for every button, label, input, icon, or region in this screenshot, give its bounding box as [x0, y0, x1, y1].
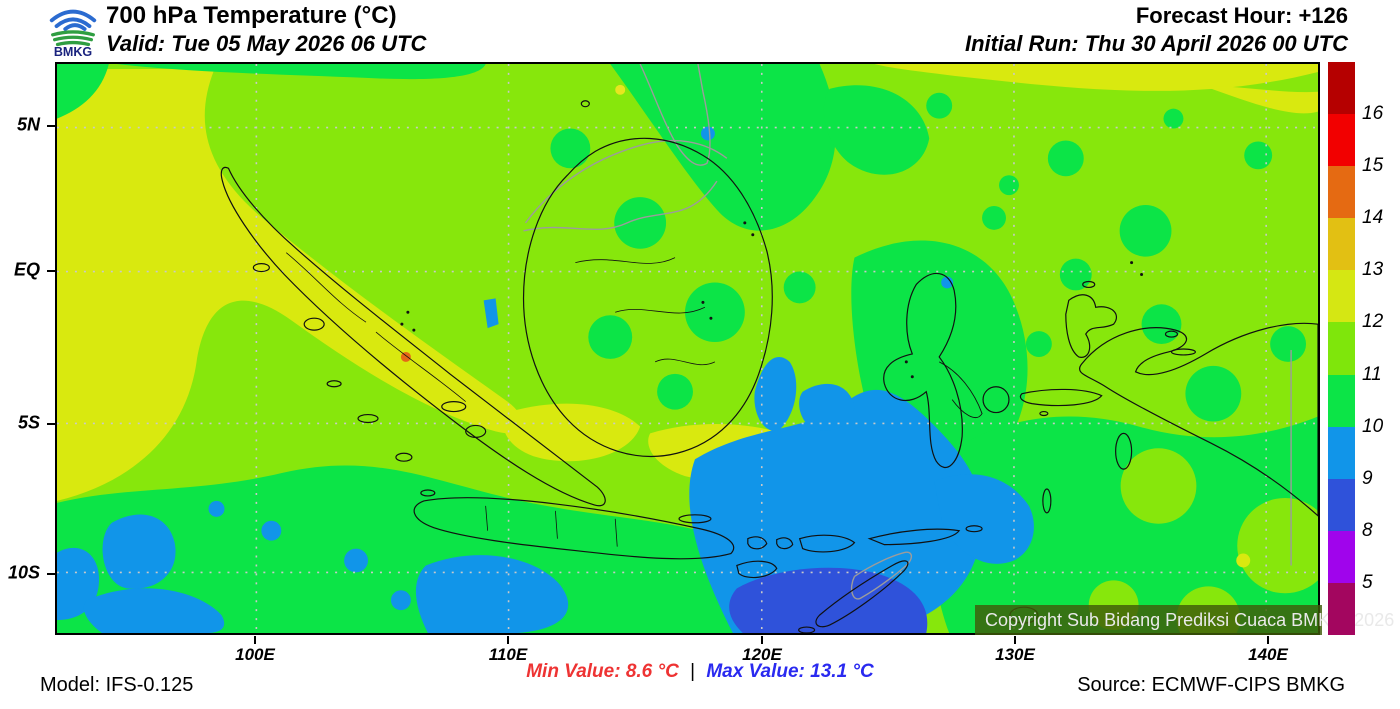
model-label: Model: IFS-0.125 — [40, 674, 194, 696]
colorbar-tick-label: 8 — [1362, 519, 1373, 541]
colorbar-tick-label: 9 — [1362, 467, 1373, 489]
colorbar — [1328, 62, 1355, 636]
dot-12 — [1236, 553, 1251, 568]
x-tick — [254, 636, 256, 644]
x-tick — [1014, 636, 1016, 644]
valid-time: Valid: Tue 05 May 2026 06 UTC — [106, 31, 427, 56]
minmax-line: Min Value: 8.6 °C | Max Value: 13.1 °C — [0, 661, 1400, 683]
colorbar-tick-label: 16 — [1362, 103, 1384, 125]
initial-run: Initial Run: Thu 30 April 2026 00 UTC — [964, 31, 1348, 56]
y-tick — [47, 573, 55, 575]
page-title: 700 hPa Temperature (°C) — [106, 2, 397, 29]
y-tick — [47, 270, 55, 272]
colorbar-tick-label: 13 — [1362, 259, 1384, 281]
band-9-10 — [57, 126, 1034, 633]
x-axis-label-120e: 120E — [742, 645, 782, 664]
x-axis-label-110e: 110E — [488, 645, 528, 664]
colorbar-tick-label: 5 — [1362, 571, 1373, 593]
colorbar-labels: 16 15 14 13 12 11 10 9 8 5 — [1362, 62, 1398, 635]
colorbar-segment — [1328, 62, 1355, 115]
forecast-hour: Forecast Hour: +126 — [1135, 3, 1348, 28]
map-canvas — [57, 64, 1318, 633]
colorbar-tick-label: 11 — [1362, 363, 1382, 385]
x-tick — [761, 636, 763, 644]
colorbar-segment — [1328, 270, 1355, 323]
colorbar-segment — [1328, 478, 1355, 531]
colorbar-segment — [1328, 530, 1355, 583]
x-axis-label-100e: 100E — [235, 645, 275, 664]
foreign-borders — [523, 64, 1292, 600]
temperature-map: Copyright Sub Bidang Prediksi Cuaca BMKG… — [55, 62, 1394, 635]
colorbar-tick-label: 10 — [1362, 415, 1384, 437]
logo-text: BMKG — [54, 45, 92, 59]
terrain-marks — [400, 221, 1144, 379]
max-value-label: Max Value: 13.1 °C — [706, 661, 874, 682]
colorbar-segment — [1328, 218, 1355, 271]
logo-land-icon — [51, 30, 95, 47]
colorbar-tick-label: 12 — [1362, 311, 1384, 333]
y-axis-label-10s: 10S — [7, 562, 40, 583]
colorbar-segment — [1328, 114, 1355, 167]
y-axis-label-5n: 5N — [16, 114, 40, 135]
band-12-13 — [57, 64, 1318, 501]
x-tick — [507, 636, 509, 644]
min-value-label: Min Value: 8.6 °C — [526, 661, 679, 682]
y-tick — [47, 125, 55, 127]
header-right: Forecast Hour: +126 Initial Run: Thu 30 … — [965, 2, 1348, 58]
y-axis-label-eq: EQ — [13, 259, 40, 280]
logo-cloud-icon — [49, 9, 97, 31]
band-8-9 — [729, 567, 928, 633]
colorbar-tick-label: 15 — [1362, 155, 1384, 177]
colorbar-segment — [1328, 374, 1355, 427]
x-axis-label-140e: 140E — [1248, 645, 1288, 664]
copyright-banner: Copyright Sub Bidang Prediksi Cuaca BMKG… — [975, 605, 1394, 635]
colorbar-segment — [1328, 426, 1355, 479]
colorbar-tick-label: 14 — [1362, 207, 1384, 229]
header-left: 700 hPa Temperature (°C) Valid: Tue 05 M… — [106, 2, 426, 58]
x-tick — [1267, 636, 1269, 644]
y-tick — [47, 423, 55, 425]
colorbar-segment — [1328, 582, 1355, 636]
minmax-separator: | — [690, 661, 696, 682]
dot-14 — [400, 351, 411, 362]
colorbar-segment — [1328, 166, 1355, 219]
x-axis-label-130e: 130E — [995, 645, 1035, 664]
bmkg-logo: BMKG — [49, 9, 97, 59]
colorbar-segment — [1328, 322, 1355, 375]
source-label: Source: ECMWF-CIPS BMKG — [1077, 674, 1345, 696]
y-axis-label-5s: 5S — [17, 412, 40, 433]
